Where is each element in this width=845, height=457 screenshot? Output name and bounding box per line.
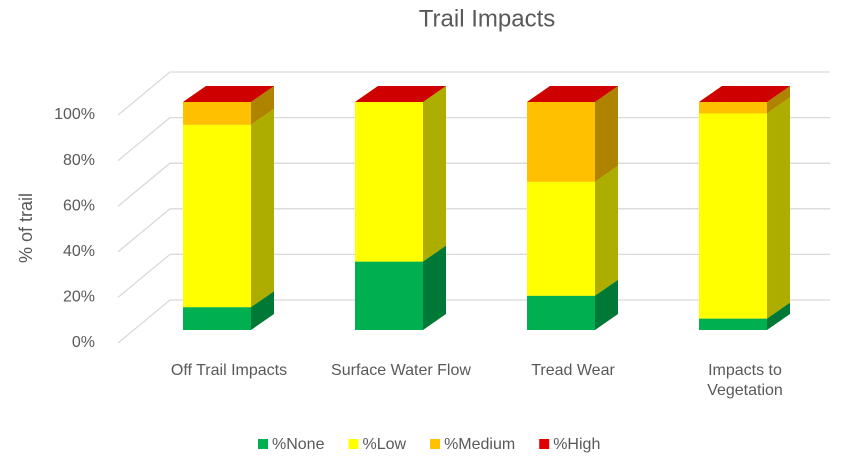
bar-segment <box>183 307 251 330</box>
x-tick-label: Surface Water Flow <box>331 362 471 379</box>
y-tick-label: 0% <box>72 334 95 351</box>
legend-swatch <box>258 439 268 449</box>
bar-segment <box>527 295 595 330</box>
y-tick-label: 40% <box>63 243 95 260</box>
legend-label: %Low <box>362 436 406 453</box>
bar-top <box>355 86 446 102</box>
bar-side <box>251 291 274 330</box>
legend-label: %High <box>553 436 600 453</box>
bar-side <box>423 245 446 330</box>
bar-segment <box>355 102 423 262</box>
y-tick-label: 20% <box>63 289 95 306</box>
bar-top <box>527 86 618 102</box>
bar-side <box>595 165 618 296</box>
bar-side <box>251 86 274 125</box>
bar-side <box>423 86 446 262</box>
bar-side <box>595 86 618 182</box>
x-tick-label: Impacts to Vegetation <box>707 362 783 399</box>
legend-label: %None <box>272 436 325 453</box>
legend-label: %Medium <box>444 436 515 453</box>
y-tick-label: 60% <box>63 197 95 214</box>
bar-segment <box>699 102 767 114</box>
bar-top <box>699 86 790 102</box>
bar-segment <box>527 181 595 296</box>
legend-swatch <box>430 439 441 449</box>
chart-title: Trail Impacts <box>419 5 555 32</box>
y-tick-label: 100% <box>54 106 95 123</box>
bar-segment <box>699 318 767 330</box>
bar-top <box>183 86 274 102</box>
bar-segment <box>183 124 251 308</box>
bar-segment <box>355 261 423 330</box>
bar-side <box>251 108 274 308</box>
bar-side <box>767 302 790 330</box>
y-tick-label: 80% <box>63 152 95 169</box>
bar-segment <box>699 113 767 319</box>
x-tick-label: Tread Wear <box>531 362 615 379</box>
y-axis-label: % of trail <box>16 193 36 263</box>
bar-side <box>767 97 790 319</box>
legend-swatch <box>348 439 359 449</box>
grid-line <box>117 71 830 116</box>
legend-swatch <box>539 439 550 449</box>
x-tick-label: Off Trail Impacts <box>170 362 288 379</box>
bar-segment <box>527 102 595 182</box>
bar-segment <box>183 102 251 125</box>
bar-side <box>595 279 618 330</box>
bar-side <box>767 86 790 114</box>
